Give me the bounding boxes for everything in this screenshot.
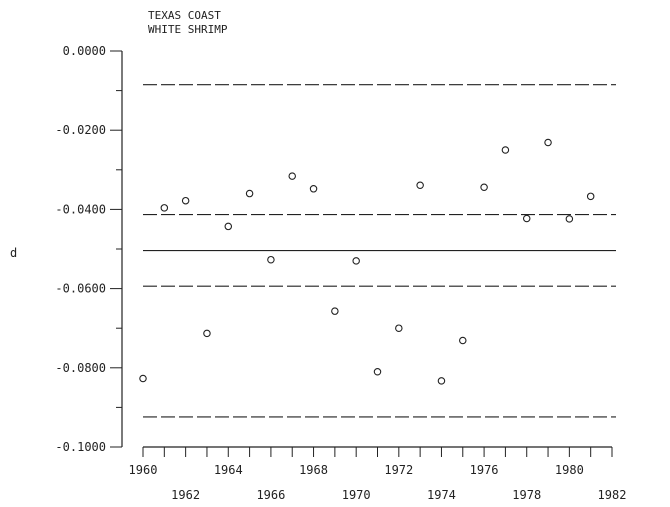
y-tick-label: -0.0200 (55, 123, 106, 137)
y-axis-label: d (10, 246, 17, 260)
x-tick-label: 1960 (129, 463, 158, 477)
y-tick-label: -0.0800 (55, 361, 106, 375)
y-tick-label: -0.0600 (55, 282, 106, 296)
data-point (459, 336, 467, 345)
data-point (245, 189, 254, 198)
data-point (416, 181, 424, 189)
data-point (437, 377, 446, 385)
data-point (586, 192, 595, 201)
chart-title-line-2: WHITE SHRIMP (148, 23, 228, 36)
data-point (565, 215, 574, 223)
data-point (288, 172, 296, 180)
data-point (181, 196, 190, 205)
x-tick-label: 1974 (427, 488, 456, 502)
reference-lines-group (143, 84, 616, 418)
y-tick-label: -0.0400 (55, 202, 106, 216)
x-tick-label: 1980 (555, 463, 584, 477)
data-point (373, 368, 382, 376)
x-tick-label: 1976 (470, 463, 499, 477)
data-point (309, 185, 318, 193)
x-tick-label: 1962 (171, 488, 200, 502)
data-point (501, 146, 510, 154)
data-point (522, 214, 531, 223)
axes-group: 0.0000 -0.0200 -0.0400 -0.0600 -0.0800 -0.100… (55, 44, 626, 502)
data-point (352, 257, 360, 265)
data-point (160, 204, 169, 212)
y-tick-label: -0.1000 (55, 440, 106, 454)
data-points-group (139, 138, 595, 385)
x-tick-label: 1966 (256, 488, 285, 502)
data-point (331, 307, 339, 315)
x-tick-label: 1968 (299, 463, 328, 477)
x-tick-label: 1982 (598, 488, 627, 502)
x-tick-label: 1972 (384, 463, 413, 477)
y-tick-label: 0.0000 (63, 44, 106, 58)
x-tick-label: 1964 (214, 463, 243, 477)
x-tick-label: 1970 (342, 488, 371, 502)
data-point (395, 324, 403, 332)
chart-title-line-1: TEXAS COAST (148, 9, 221, 22)
data-point (203, 329, 211, 338)
data-point (480, 183, 488, 191)
x-tick-label: 1978 (512, 488, 541, 502)
data-point (267, 255, 275, 264)
data-point (139, 374, 147, 383)
data-point (224, 222, 233, 231)
data-point (544, 138, 552, 147)
